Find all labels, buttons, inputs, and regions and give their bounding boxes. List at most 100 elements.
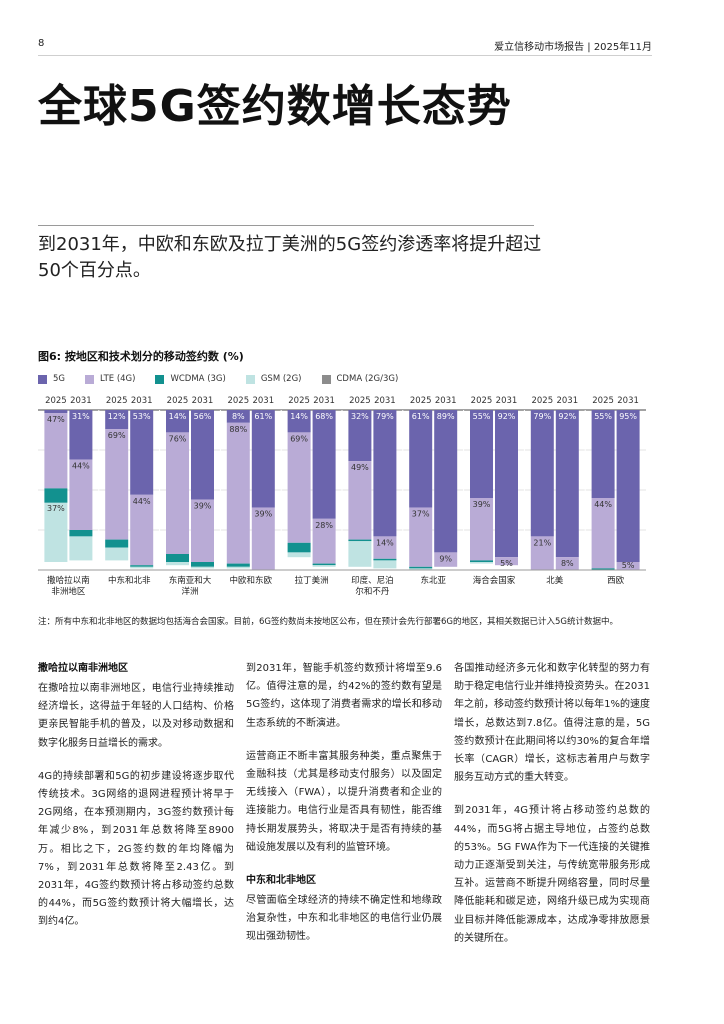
body-paragraph: 尽管面临全球经济的持续不确定性和地缘政治复杂性，中东和北非地区的电信行业仍展现出… [246, 895, 442, 943]
legend-label-lte: LTE (4G) [100, 374, 136, 384]
data-label: 92% [498, 412, 516, 421]
legend-item-cdma: CDMA (2G/3G) [321, 374, 398, 384]
bar-segment [495, 410, 518, 558]
year-label: 2031 [70, 396, 92, 406]
year-label: 2025 [227, 396, 249, 406]
bar-segment [409, 568, 433, 570]
year-label: 2031 [617, 396, 639, 406]
page-subtitle: 到2031年，中欧和东欧及拉丁美洲的5G签约渗透率将提升超过50个百分点。 [38, 234, 542, 281]
region-label: 印度、尼泊 [351, 575, 394, 586]
figure-title: 图6: 按地区和技术划分的移动签约数 (%) [38, 350, 244, 363]
bar-segment [44, 488, 68, 503]
legend-item-lte: LTE (4G) [85, 374, 135, 384]
data-label: 8% [561, 559, 574, 568]
bar-segment [69, 459, 93, 530]
bar-segment [166, 562, 189, 566]
bar-segment [409, 566, 433, 569]
year-label: 2031 [435, 396, 457, 406]
bar-segment [226, 422, 250, 564]
year-label: 2031 [374, 396, 396, 406]
data-label: 12% [108, 412, 126, 421]
data-label: 61% [412, 412, 430, 421]
data-label: 44% [72, 462, 90, 471]
region-label: 尔和不丹 [355, 586, 390, 597]
chart-legend: 5G LTE (4G) WCDMA (3G) GSM (2G) CDMA (2G… [38, 374, 418, 384]
region-label: 中东和北非 [108, 575, 151, 586]
data-label: 39% [254, 510, 272, 519]
body-paragraph: 到2031年，智能手机签约数预计将增至9.6亿。值得注意的是，约42%的签约数有… [246, 663, 442, 729]
data-label: 76% [169, 434, 187, 443]
year-label: 2025 [592, 396, 614, 406]
data-label: 88% [229, 425, 247, 434]
bar-segment [69, 536, 93, 561]
data-label: 5% [622, 561, 635, 570]
section-heading-mena: 中东和北非地区 [246, 875, 316, 887]
bar-segment [312, 565, 336, 567]
body-paragraph: 在撒哈拉以南非洲地区，电信行业持续推动经济增长，这得益于年轻的人口结构、价格更亲… [38, 683, 234, 749]
data-label: 9% [439, 554, 452, 563]
body-paragraph: 各国推动经济多元化和数字化转型的努力有助于稳定电信行业并维持投资势头。在2031… [454, 663, 650, 784]
body-column-2: 到2031年，智能手机签约数预计将增至9.6亿。值得注意的是，约42%的签约数有… [246, 660, 442, 962]
year-label: 2031 [556, 396, 578, 406]
bar-segment [470, 560, 493, 562]
data-label: 47% [47, 415, 65, 424]
data-label: 55% [473, 412, 491, 421]
bar-segment [591, 410, 615, 498]
bar-segment [591, 568, 615, 570]
bar-segment [348, 539, 372, 542]
legend-swatch-wcdma [155, 374, 165, 384]
legend-swatch-lte [85, 374, 94, 384]
body-paragraph: 到2031年，4G预计将占移动签约总数的44%，而5G将占据主导地位，占签约总数… [454, 805, 650, 944]
bar-segment [495, 557, 518, 566]
bar-segment [470, 498, 493, 561]
running-header: 爱立信移动市场报告 | 2025年11月 [494, 42, 652, 53]
data-label: 92% [558, 412, 576, 421]
bar-segment [348, 410, 372, 462]
body-paragraph: 运营商正不断丰富其服务种类，重点聚焦于金融科技（尤其是移动支付服务）以及固定无线… [246, 750, 442, 853]
bar-segment [191, 566, 214, 569]
legend-label-5g: 5G [53, 374, 65, 384]
bar-segment [312, 563, 336, 566]
data-label: 79% [533, 412, 551, 421]
region-label: 东南亚和大 [169, 575, 212, 586]
legend-swatch-gsm [245, 374, 255, 384]
bar-segment [470, 562, 493, 564]
bar-segment [530, 536, 554, 570]
body-paragraph: 4G的持续部署和5G的初步建设将逐步取代传统技术。3G网络的退网进程预计将早于2… [38, 770, 234, 928]
legend-label-wcdma: WCDMA (3G) [170, 374, 226, 384]
bar-segment [373, 558, 397, 561]
bar-segment [166, 554, 189, 562]
year-label: 2025 [106, 396, 128, 406]
region-label: 海合会国家 [473, 575, 516, 586]
bar-segment [44, 410, 68, 414]
data-label: 95% [619, 412, 637, 421]
data-label: 14% [169, 412, 187, 421]
data-label: 61% [254, 412, 272, 421]
data-label: 53% [133, 412, 151, 421]
data-label: 8% [232, 412, 245, 421]
bar-segment [69, 530, 93, 537]
region-label: 东北亚 [420, 575, 446, 586]
body-column-1: 撒哈拉以南非洲地区 在撒哈拉以南非洲地区，电信行业持续推动经济增长，这得益于年轻… [38, 660, 234, 947]
bar-segment [555, 557, 579, 570]
page-number: 8 [38, 38, 45, 49]
data-label: 21% [533, 538, 551, 547]
year-label: 2025 [288, 396, 310, 406]
bar-segment [105, 410, 129, 430]
legend-item-wcdma: WCDMA (3G) [155, 374, 226, 384]
year-label: 2031 [192, 396, 214, 406]
bar-segment [312, 410, 336, 519]
data-label: 55% [594, 412, 612, 421]
bar-segment [191, 499, 214, 562]
year-label: 2025 [531, 396, 553, 406]
region-label: 洋洲 [181, 586, 198, 597]
bar-segment [130, 565, 154, 567]
legend-item-5g: 5G [38, 374, 65, 384]
bar-segment [191, 562, 214, 567]
data-label: 31% [72, 412, 90, 421]
section-heading-sub-saharan-africa: 撒哈拉以南非洲地区 [38, 663, 128, 674]
data-label: 44% [133, 497, 151, 506]
bar-segment [616, 562, 640, 570]
bar-segment [434, 552, 458, 567]
bar-segment [166, 432, 189, 554]
